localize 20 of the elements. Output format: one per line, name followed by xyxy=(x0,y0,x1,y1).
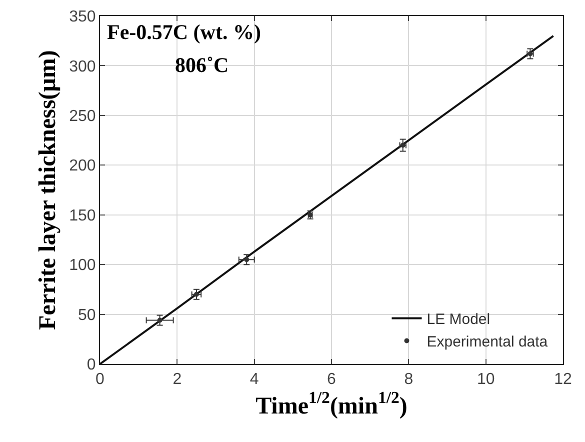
y-tick-label: 250 xyxy=(69,108,96,126)
annotation: Fe-0.57C (wt. %) xyxy=(107,20,261,44)
y-tick-label: 100 xyxy=(69,257,96,274)
x-tick-label: 10 xyxy=(476,371,495,388)
x-tick-label: 8 xyxy=(404,371,414,388)
x-tick-label: 12 xyxy=(554,371,572,388)
legend-label: LE Model xyxy=(426,311,490,328)
x-axis-title: Time$^{1/2}$(min$^{1/2}$) xyxy=(256,388,408,420)
y-tick-label: 150 xyxy=(69,207,96,224)
y-tick-label: 0 xyxy=(86,356,96,374)
y-tick-label: 300 xyxy=(69,58,96,76)
x-tick-label: 6 xyxy=(327,371,336,388)
y-tick-label: 200 xyxy=(69,158,96,175)
y-tick-label: 350 xyxy=(69,8,96,26)
y-tick-label: 50 xyxy=(78,306,96,324)
x-tick-label: 4 xyxy=(250,371,259,388)
y-axis-title: Ferrite layer thickness(μm) xyxy=(35,50,62,330)
x-tick-label: 2 xyxy=(172,371,182,388)
annotation: 806˚C xyxy=(175,53,229,77)
legend-label: Experimental data xyxy=(426,334,548,351)
